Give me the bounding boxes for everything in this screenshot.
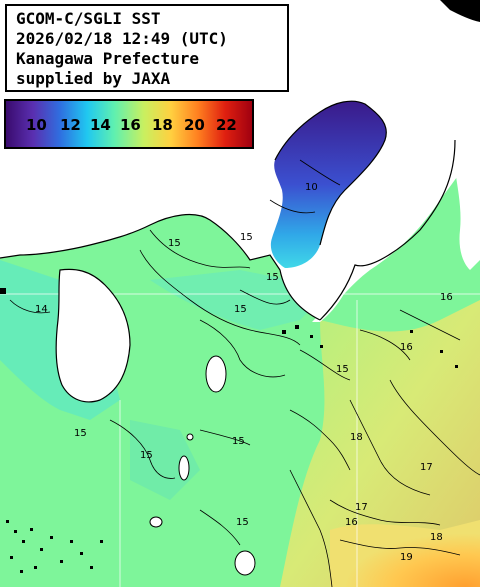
cloud-specks: [0, 288, 458, 573]
isotherms: [9, 159, 480, 587]
contour-label: 15: [266, 272, 279, 283]
contour-label: 15: [240, 232, 253, 243]
contour-label: 18: [430, 532, 443, 543]
contour-label: 16: [400, 342, 413, 353]
contour-label: 10: [305, 182, 318, 193]
island-oshima-left: [178, 455, 190, 481]
contour-label: 16: [440, 292, 453, 303]
colorbar-tick: 20: [184, 116, 205, 134]
island-hatsushima: [205, 355, 227, 393]
lat-lon-grid: [0, 293, 480, 587]
colorbar-tick: 10: [26, 116, 47, 134]
colorbar-tick: 12: [60, 116, 81, 134]
contour-label: 15: [232, 436, 245, 447]
contour-label: 19: [400, 552, 413, 563]
contour-label: 16: [345, 517, 358, 528]
land-izu: [56, 269, 131, 402]
colorbar-tick: 14: [90, 116, 111, 134]
contour-label: 15: [140, 450, 153, 461]
contour-labels: 15 15 15 15 15 15 15 15 15 16 16 16 17 1…: [35, 182, 453, 563]
tokyo-bay: [270, 101, 387, 268]
coastlines: [0, 100, 456, 403]
colorbar-tick: 22: [216, 116, 237, 134]
cool-water-zone-2: [150, 270, 320, 330]
satellite-label: GCOM-C/SGLI SST: [16, 9, 161, 28]
land-boso: [455, 125, 480, 270]
contour-label: 15: [336, 364, 349, 375]
warm-water-zone: [280, 300, 480, 587]
contour-label: 17: [355, 502, 368, 513]
temperature-colorbar: 10 12 14 16 18 20 22: [4, 99, 254, 149]
land-miura: [312, 245, 352, 322]
island-south: [234, 550, 256, 576]
info-panel: GCOM-C/SGLI SST 2026/02/18 12:49 (UTC) K…: [5, 4, 289, 92]
contour-label: 14: [35, 304, 48, 315]
land-top-right: [440, 0, 480, 22]
credit-label: supplied by JAXA: [16, 69, 171, 88]
hot-water-zone: [330, 520, 480, 587]
contour-label: 15: [168, 238, 181, 249]
region-label: Kanagawa Prefecture: [16, 49, 200, 68]
contour-label: 15: [236, 517, 249, 528]
contour-label: 18: [350, 432, 363, 443]
contour-label: 15: [234, 304, 247, 315]
observation-datetime: 2026/02/18 12:49 (UTC): [16, 29, 228, 48]
colorbar-tick-labels: 10 12 14 16 18 20 22: [6, 101, 252, 147]
island-small: [149, 516, 163, 528]
colorbar-tick: 16: [120, 116, 141, 134]
contour-label: 15: [74, 428, 87, 439]
contour-label: 17: [420, 462, 433, 473]
colorbar-tick: 18: [152, 116, 173, 134]
island-speck: [186, 433, 194, 441]
